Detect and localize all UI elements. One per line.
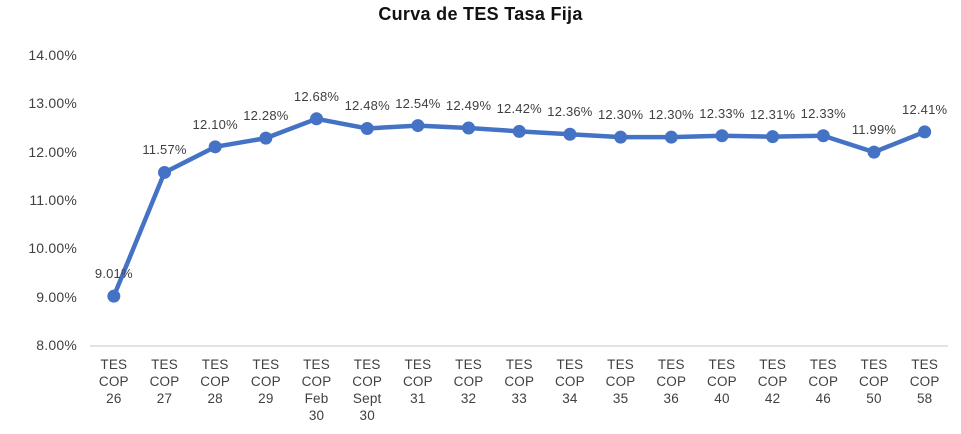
data-label: 12.49% xyxy=(445,97,492,113)
x-tick-label: TES COP 40 xyxy=(707,357,737,406)
x-tick-label: TES COP 42 xyxy=(757,357,788,406)
data-point xyxy=(563,127,577,141)
y-tick-label: 8.00% xyxy=(36,337,77,353)
data-label: 12.68% xyxy=(293,88,340,104)
x-tick-label: TES COP 28 xyxy=(200,357,231,406)
data-label: 12.30% xyxy=(648,107,694,123)
y-tick-label: 12.00% xyxy=(28,143,77,160)
x-tick-label: TES COP 36 xyxy=(656,357,687,406)
data-label: 9.01% xyxy=(94,266,133,282)
data-label: 12.10% xyxy=(192,116,238,132)
data-point xyxy=(158,165,172,179)
x-tick-label: TES COP Feb 30 xyxy=(301,357,332,423)
x-tick-label: TES COP 26 xyxy=(98,357,129,406)
data-point xyxy=(816,129,830,143)
data-point xyxy=(411,119,425,133)
data-label: 11.99% xyxy=(851,122,897,138)
data-point xyxy=(614,130,628,144)
x-tick-label: TES COP 31 xyxy=(402,357,433,406)
x-tick-label: TES COP 33 xyxy=(504,357,535,406)
series-line xyxy=(111,116,927,299)
data-point xyxy=(766,130,780,144)
data-point xyxy=(360,121,374,135)
data-point xyxy=(310,112,324,126)
data-point xyxy=(664,130,678,144)
data-label: 12.36% xyxy=(547,104,593,120)
x-tick-label: TES COP 46 xyxy=(808,357,839,406)
data-label: 12.31% xyxy=(749,106,796,122)
data-label: 12.42% xyxy=(496,101,542,117)
chart-title: Curva de TES Tasa Fija xyxy=(378,4,583,24)
data-label: 12.30% xyxy=(597,107,644,123)
data-label: 12.41% xyxy=(902,101,948,117)
y-tick-label: 14.00% xyxy=(28,47,77,63)
data-label: 12.33% xyxy=(699,105,745,121)
y-tick-label: 11.00% xyxy=(29,192,77,208)
data-point xyxy=(918,125,932,139)
x-tick-label: TES COP 35 xyxy=(605,357,636,406)
data-label: 12.33% xyxy=(800,105,846,121)
x-tick-label: TES COP 50 xyxy=(859,357,889,406)
data-point xyxy=(462,121,476,135)
data-label: 12.28% xyxy=(243,108,289,124)
y-tick-label: 13.00% xyxy=(28,95,77,112)
x-tick-label: TES COP 58 xyxy=(909,357,940,406)
y-tick-label: 10.00% xyxy=(28,240,77,257)
data-point xyxy=(259,131,273,145)
data-point xyxy=(512,124,526,138)
y-tick-label: 9.00% xyxy=(36,288,77,305)
x-tick-label: TES COP 32 xyxy=(453,357,484,406)
x-tick-label: TES COP 34 xyxy=(554,357,585,406)
x-tick-label: TES COP Sept 30 xyxy=(352,357,383,423)
x-tick-label: TES COP 29 xyxy=(250,357,281,406)
data-label: 11.57% xyxy=(142,142,187,158)
data-label: 12.48% xyxy=(344,98,390,114)
data-label: 12.54% xyxy=(395,95,441,111)
data-point xyxy=(867,145,881,159)
data-point xyxy=(715,129,729,143)
data-point xyxy=(208,140,222,154)
x-tick-label: TES COP 27 xyxy=(149,357,180,406)
data-point xyxy=(107,289,121,303)
